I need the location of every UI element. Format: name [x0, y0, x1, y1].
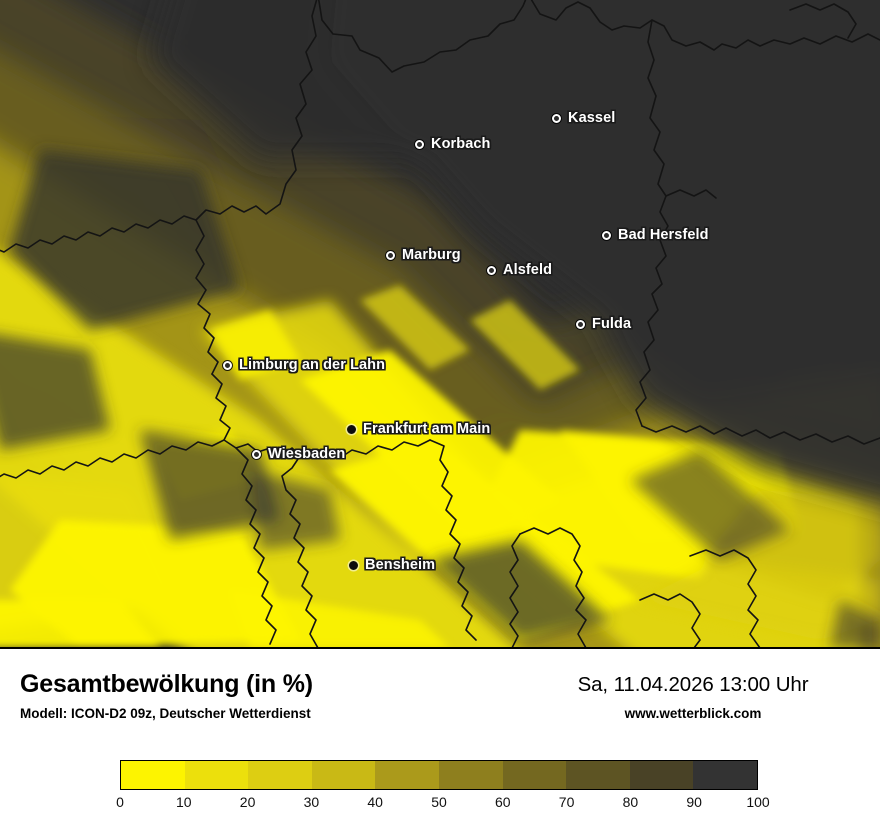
colorbar-swatch-60-70: [502, 761, 567, 789]
meta-block: Sa, 11.04.2026 13:00 Uhr www.wetterblick…: [528, 673, 858, 721]
model-subtitle: Modell: ICON-D2 09z, Deutscher Wetterdie…: [20, 706, 311, 721]
cloud-cover-field: [0, 0, 880, 647]
colorbar-tick-label: 20: [239, 794, 256, 810]
colorbar-swatch-80-90: [629, 761, 694, 789]
colorbar-swatch-40-50: [375, 761, 439, 789]
weather-map[interactable]: Kassel Korbach Bad Hersfeld Marburg Alsf…: [0, 0, 880, 649]
colorbar-tick-label: 50: [431, 794, 447, 810]
colorbar-swatch-0-10: [121, 761, 185, 789]
page-title: Gesamtbewölkung (in %): [20, 670, 313, 698]
colorbar-swatch-20-30: [248, 761, 312, 789]
colorbar-swatch-70-80: [566, 761, 630, 789]
colorbar-swatch-30-40: [311, 761, 376, 789]
colorbar-swatch-10-20: [184, 761, 249, 789]
map-footer: Gesamtbewölkung (in %) Modell: ICON-D2 0…: [0, 651, 880, 830]
colorbar-tick-label: 30: [303, 794, 320, 810]
colorbar-swatches: [120, 760, 758, 790]
colorbar-tick-label: 80: [622, 794, 639, 810]
colorbar-ticks: 0 10 20 30 40 50 60 70 80 90 100: [116, 794, 770, 816]
administrative-borders: [0, 0, 880, 647]
colorbar-tick-label: 10: [176, 794, 192, 810]
colorbar-swatch-50-60: [438, 761, 503, 789]
site-url: www.wetterblick.com: [624, 706, 762, 721]
colorbar-tick-label: 40: [367, 794, 383, 810]
title-block: Gesamtbewölkung (in %) Modell: ICON-D2 0…: [20, 670, 313, 721]
map-canvas: [0, 0, 880, 647]
colorbar-tick-label: 0: [116, 794, 124, 810]
colorbar-tick-label: 60: [495, 794, 511, 810]
colorbar: 0 10 20 30 40 50 60 70 80 90 100: [116, 760, 770, 816]
colorbar-swatch-90-100: [693, 761, 757, 789]
valid-time: Sa, 11.04.2026 13:00 Uhr: [577, 673, 809, 696]
colorbar-tick-label: 90: [686, 794, 702, 810]
colorbar-tick-label: 70: [558, 794, 575, 810]
colorbar-tick-label: 100: [746, 794, 770, 810]
